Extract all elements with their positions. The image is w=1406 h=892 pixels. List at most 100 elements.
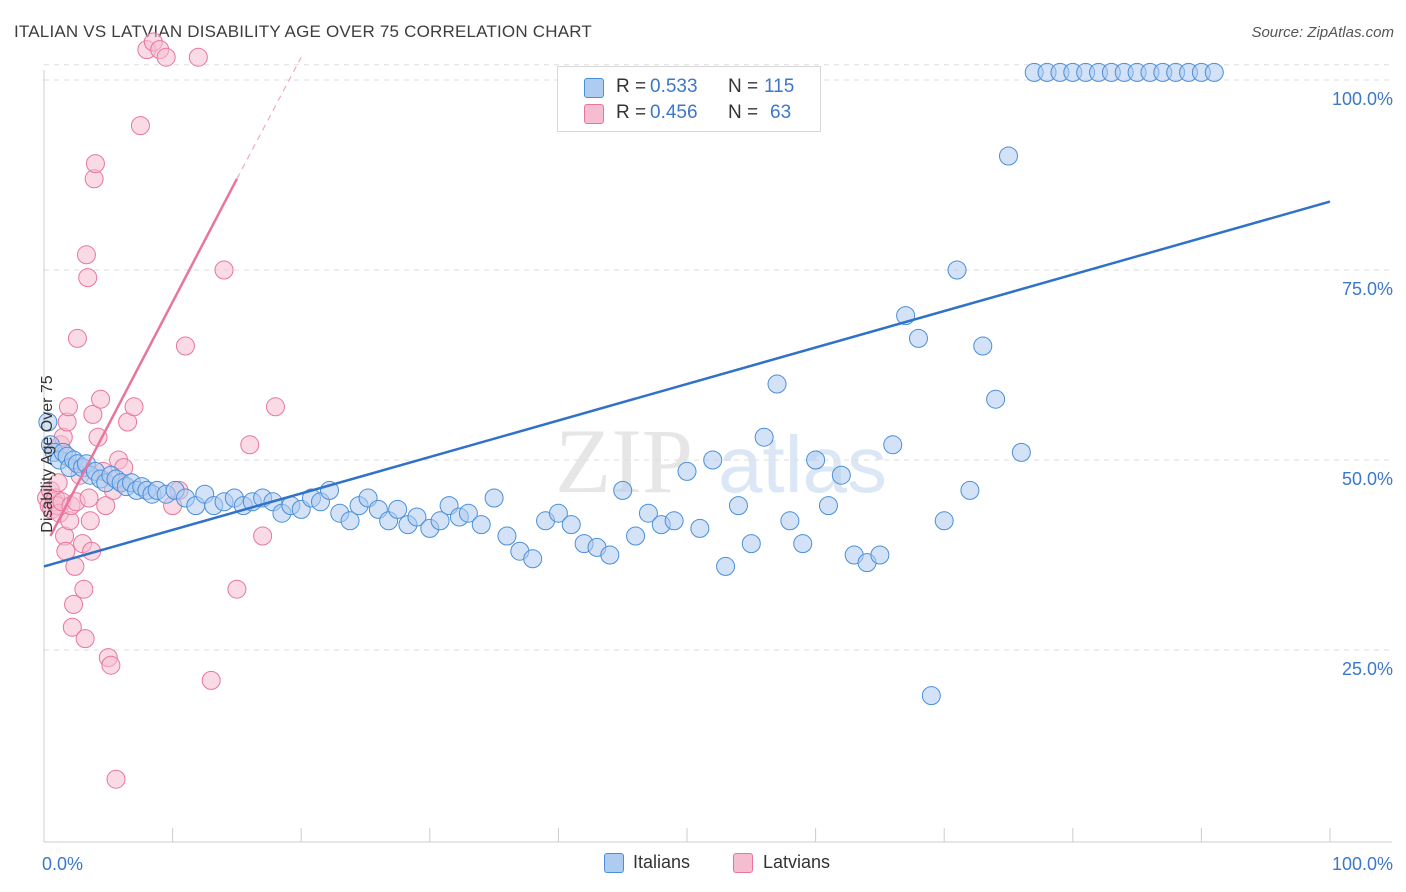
italians-point xyxy=(818,496,838,516)
italians-point xyxy=(728,496,748,516)
italians-point xyxy=(870,545,890,565)
latvians-point xyxy=(80,511,100,531)
tick-labels: 25.0% 50.0% 75.0% 100.0% 0.0% 100.0% xyxy=(42,89,1393,874)
latvians-trend-line xyxy=(49,178,239,537)
italians-point xyxy=(664,511,684,531)
latvians-point xyxy=(201,670,221,690)
x-tick-label: 0.0% xyxy=(42,854,83,874)
italians-point xyxy=(1204,62,1224,82)
italians-point xyxy=(340,511,360,531)
italians-point xyxy=(716,556,736,576)
n-value: 63 xyxy=(770,102,792,123)
italians-points xyxy=(38,62,1224,706)
y-tick-label: 75.0% xyxy=(1342,279,1393,299)
italians-point xyxy=(947,260,967,280)
latvians-point xyxy=(91,389,111,409)
latvians-point xyxy=(175,336,195,356)
latvians-point xyxy=(253,526,273,546)
y-axis-label: Disability Age Over 75 xyxy=(39,375,56,533)
italians-point xyxy=(626,526,646,546)
italians-swatch xyxy=(584,78,604,98)
latvians-point xyxy=(240,435,260,455)
italians-point xyxy=(793,534,813,554)
latvians-point xyxy=(227,579,247,599)
latvians-point xyxy=(74,579,94,599)
latvians-point xyxy=(64,594,84,614)
italians-point xyxy=(38,412,58,432)
italians-point xyxy=(600,545,620,565)
trend-lines xyxy=(43,56,1331,568)
italians-point xyxy=(458,503,478,523)
italians-point xyxy=(908,328,928,348)
latvians-points xyxy=(37,32,285,789)
italians-point xyxy=(883,435,903,455)
x-tick-label: 100.0% xyxy=(1332,854,1393,874)
latvians-point xyxy=(130,116,150,136)
latvians-point xyxy=(101,655,121,675)
italians-point xyxy=(754,427,774,447)
watermark-atlas: atlas xyxy=(718,420,887,509)
r-label: R = xyxy=(616,76,647,97)
italians-trend-line xyxy=(43,200,1331,568)
latvians-point xyxy=(76,245,96,265)
italians-point xyxy=(921,686,941,706)
italians-point xyxy=(484,488,504,508)
latvians-point xyxy=(62,617,82,637)
italians-point xyxy=(497,526,517,546)
italians-legend-label: Italians xyxy=(633,852,691,872)
latvians-point xyxy=(83,404,103,424)
italians-point xyxy=(780,511,800,531)
latvians-point xyxy=(78,268,98,288)
legend-row-italians: R = 0.533 N = 115 xyxy=(558,75,820,101)
latvians-point xyxy=(79,488,99,508)
latvians-point xyxy=(58,397,78,417)
latvians-point xyxy=(96,496,116,516)
r-label: R = xyxy=(616,102,647,123)
axes xyxy=(43,70,1392,843)
italians-point xyxy=(677,461,697,481)
r-value: 0.533 xyxy=(650,76,698,97)
y-tick-label: 50.0% xyxy=(1342,469,1393,489)
n-label: N = xyxy=(728,102,759,123)
latvians-point xyxy=(48,473,68,493)
series-legend: Italians Latvians xyxy=(0,850,1406,880)
italians-point xyxy=(986,389,1006,409)
italians-point xyxy=(561,515,581,535)
legend-row-latvians: R = 0.456 N = 63 xyxy=(558,101,820,127)
italians-point xyxy=(741,534,761,554)
italians-point xyxy=(638,503,658,523)
italians-point xyxy=(960,480,980,500)
italians-point xyxy=(703,450,723,470)
latvians-point xyxy=(124,397,144,417)
italians-point xyxy=(767,374,787,394)
latvians-legend-swatch xyxy=(733,853,753,873)
italians-point xyxy=(999,146,1018,166)
latvians-legend-label: Latvians xyxy=(763,852,831,872)
italians-point xyxy=(407,507,427,527)
italians-point xyxy=(548,503,568,523)
italians-point xyxy=(613,480,633,500)
correlation-legend: R = 0.533 N = 115 R = 0.456 N = 63 xyxy=(557,66,821,132)
n-label: N = xyxy=(728,76,759,97)
italians-point xyxy=(806,450,826,470)
y-tick-label: 100.0% xyxy=(1332,89,1393,109)
italians-point xyxy=(973,336,993,356)
y-tick-label: 25.0% xyxy=(1342,659,1393,679)
latvians-point xyxy=(188,47,208,67)
latvians-point xyxy=(85,154,105,174)
latvians-point xyxy=(156,47,176,67)
italians-point xyxy=(430,511,450,531)
latvians-swatch xyxy=(584,104,604,124)
latvians-point xyxy=(214,260,234,280)
source-label: Source: ZipAtlas.com xyxy=(1251,24,1394,41)
latvians-point xyxy=(67,328,87,348)
italians-point xyxy=(831,465,851,485)
latvians-point xyxy=(265,397,285,417)
n-value: 115 xyxy=(764,76,795,97)
r-value: 0.456 xyxy=(650,102,698,123)
latvians-point xyxy=(106,769,126,789)
italians-point xyxy=(523,549,543,569)
italians-point xyxy=(1011,442,1031,462)
italians-legend-swatch xyxy=(604,853,624,873)
